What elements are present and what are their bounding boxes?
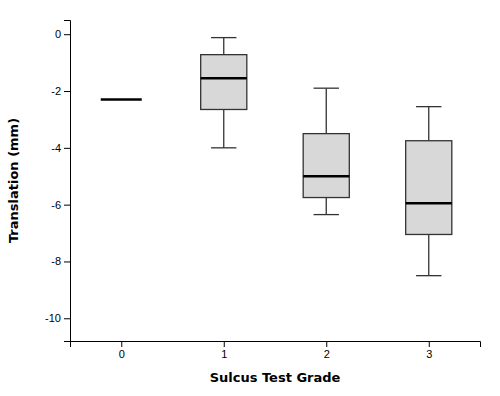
box-group [303,88,349,214]
axis-line [71,342,481,348]
tick-label: -8 [51,255,61,267]
tick-label: 1 [221,348,227,360]
tick-label: 0 [55,28,61,40]
tick: -6 [51,199,70,211]
box [406,141,452,235]
y-axis-title: Translation (mm) [6,118,21,243]
tick: 2 [324,341,330,360]
tick-label: -2 [51,85,61,97]
tick-mark [64,261,70,262]
x-axis: 0 1 2 3 [71,341,481,360]
box-group [406,107,452,276]
tick-mark [64,34,70,35]
plot: 0 1 2 3 0 -2 -4 -6 -8 -10 [45,21,480,360]
whisker [223,38,224,55]
tick-mark [64,91,70,92]
box-group [101,99,142,100]
tick-label: 3 [426,348,432,360]
median [201,77,247,80]
tick-mark [64,205,70,206]
whisker-cap [211,37,236,38]
tick-mark [64,148,70,149]
x-axis-title: Sulcus Test Grade [210,370,341,385]
whisker [428,107,429,141]
axis-line [64,21,71,342]
boxes [101,38,452,276]
whisker [428,234,429,275]
whisker-cap [211,147,236,148]
tick: 0 [119,341,125,360]
whisker-cap [314,214,339,215]
whisker [326,88,327,133]
tick: -8 [51,255,70,267]
tick-label: -4 [51,142,61,154]
tick-mark [121,341,122,347]
tick: 1 [221,341,227,360]
tick-mark [429,341,430,347]
whisker-cap [314,88,339,89]
tick: -2 [51,85,70,97]
whisker [326,198,327,215]
median [101,98,142,101]
tick: -10 [45,312,70,324]
box-group [201,38,247,148]
whisker [223,109,224,147]
tick-label: 0 [119,348,125,360]
whisker-cap [416,275,441,276]
box [303,134,349,198]
tick-mark [326,341,327,347]
median [303,175,349,178]
tick-mark [64,318,70,319]
tick: -4 [51,142,70,154]
tick-label: -6 [51,199,61,211]
tick-mark [224,341,225,347]
median [406,202,452,205]
y-axis: 0 -2 -4 -6 -8 -10 [45,21,70,342]
whisker-cap [416,106,441,107]
chart: 0 1 2 3 0 -2 -4 -6 -8 -10 Sulcus Test Grade Transla… [0,0,500,396]
tick: 3 [426,341,432,360]
box [201,55,247,110]
tick-label: -10 [45,312,61,324]
tick: 0 [55,28,70,40]
tick-label: 2 [324,348,330,360]
